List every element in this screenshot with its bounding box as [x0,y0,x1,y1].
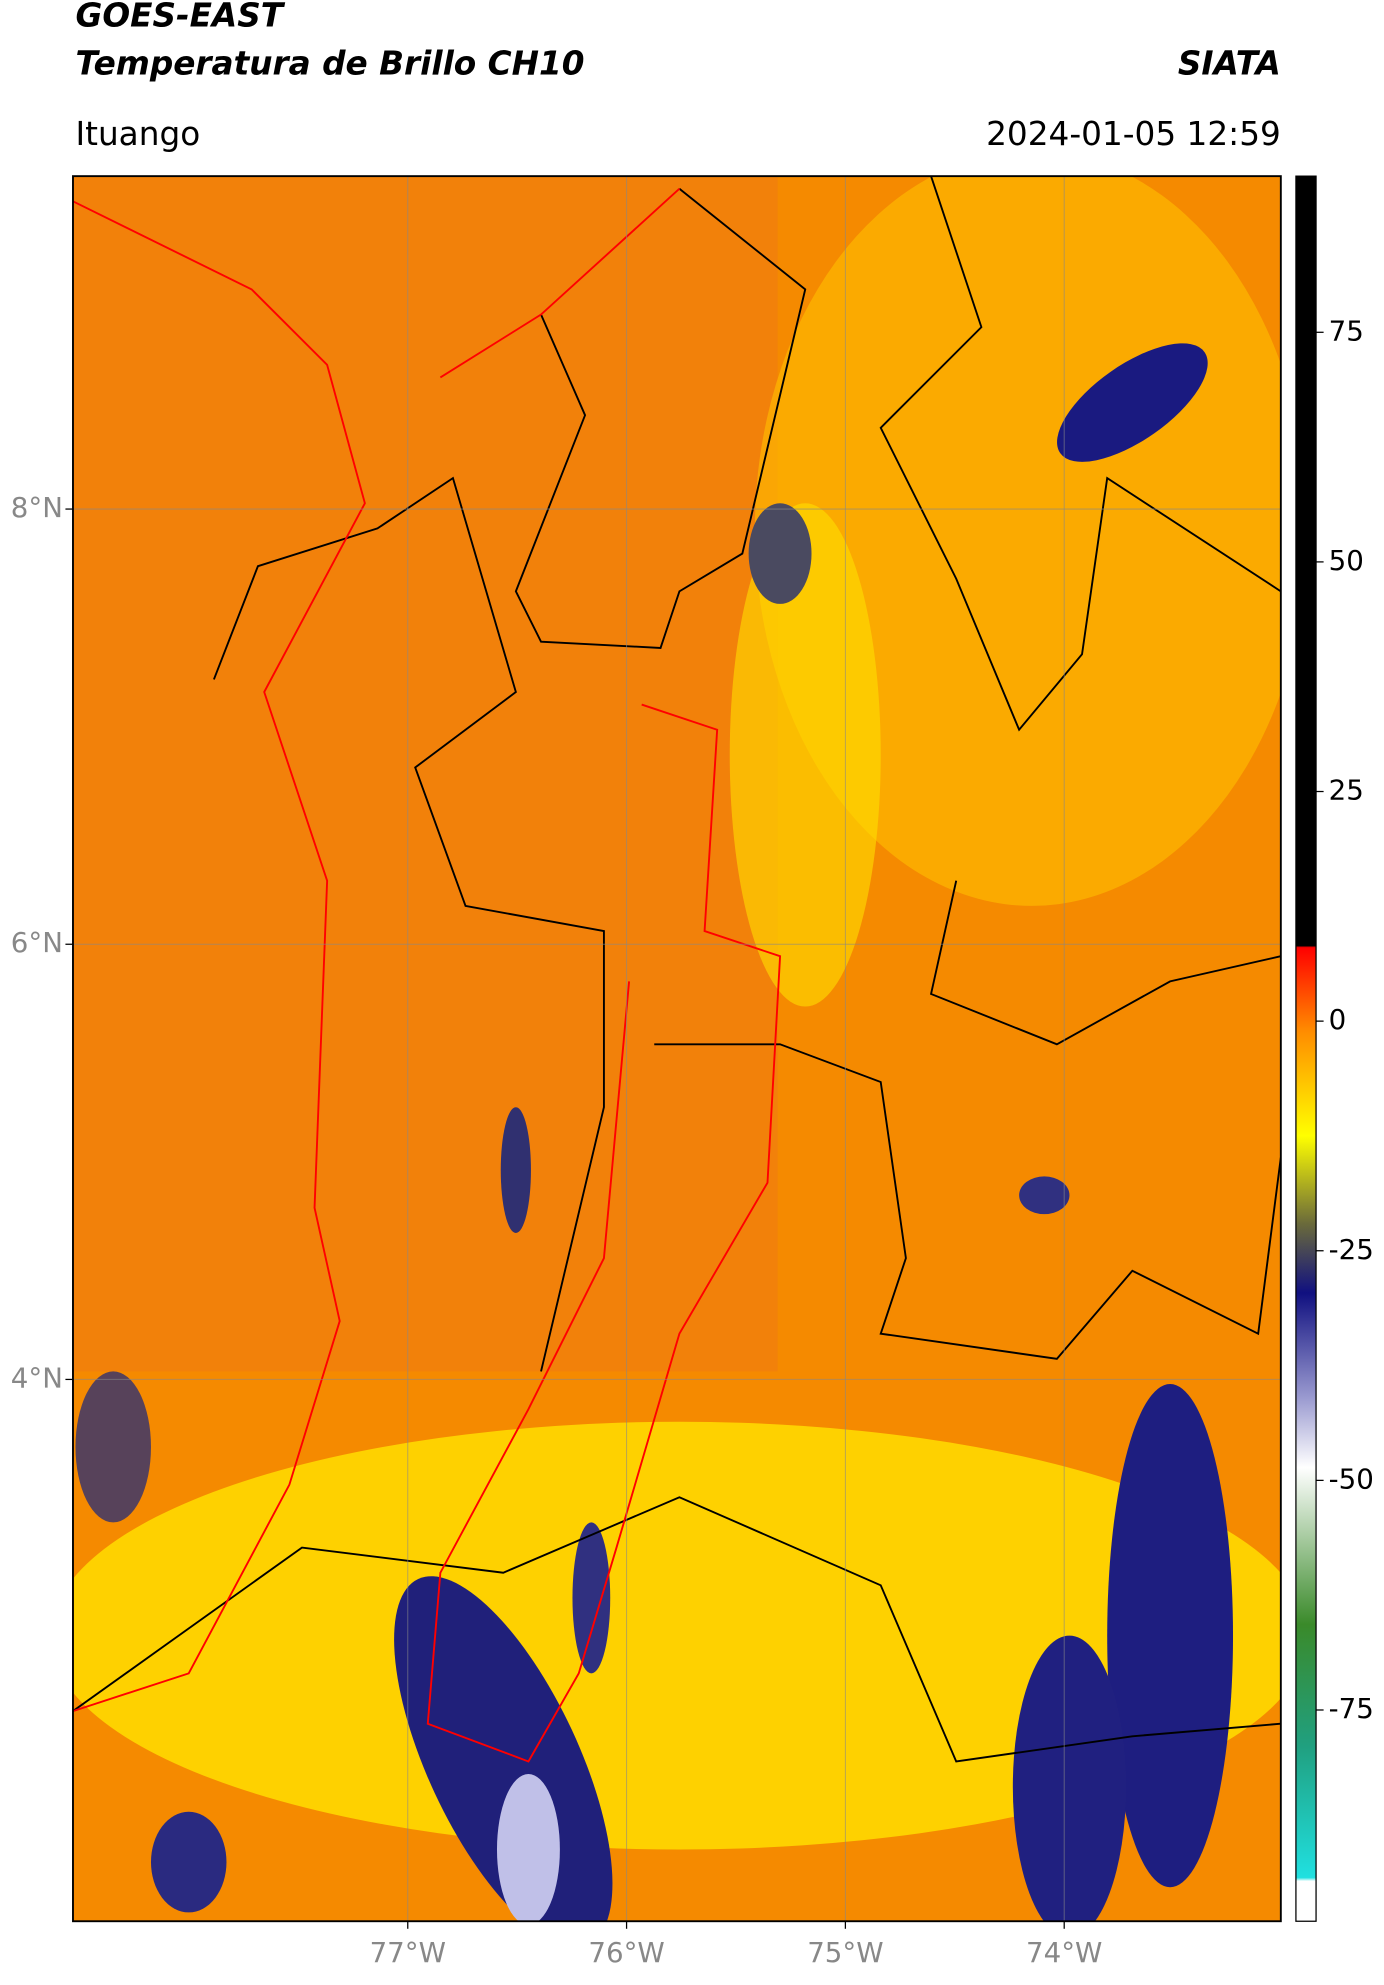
map-frame [72,175,1282,1923]
y-tick-label: 4°N [11,1361,63,1394]
colorbar-tick-label: 25 [1329,774,1364,807]
colorbar-tick-label: 75 [1329,314,1364,347]
x-tick-label: 75°W [807,1936,883,1969]
colorbar-tick-label: -75 [1329,1692,1374,1725]
brand: SIATA [1178,44,1281,82]
satellite-image [72,176,1281,1922]
title: GOES-EAST [75,0,285,35]
location: Ituango [75,115,200,153]
y-tick-label: 6°N [11,926,63,959]
x-tick-label: 77°W [370,1936,446,1969]
colorbar-tick-label: -25 [1329,1233,1374,1266]
colorbar-tick-label: 0 [1329,1003,1347,1036]
colorbar-tick-label: -50 [1329,1462,1374,1495]
subtitle: Temperatura de Brillo CH10 [75,44,584,82]
colorbar [1295,175,1317,1922]
colorbar-tick-label: 50 [1329,544,1364,577]
x-tick-label: 74°W [1026,1936,1102,1969]
x-tick-label: 76°W [588,1936,664,1969]
datetime: 2024-01-05 12:59 [986,115,1281,153]
y-tick-label: 8°N [11,491,63,524]
